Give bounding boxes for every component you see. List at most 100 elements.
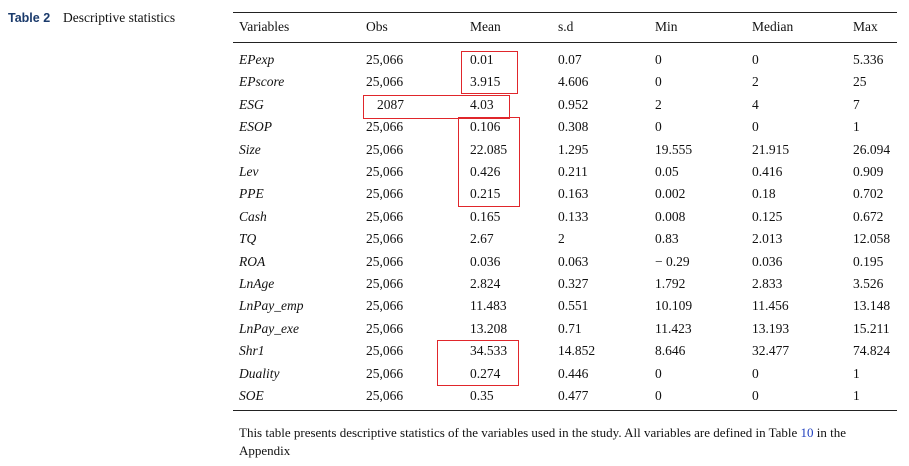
cell-value: 19.555	[655, 141, 693, 157]
variable-name: SOE	[239, 388, 264, 403]
cell-value: 0.211	[558, 164, 588, 179]
cell-value: 2.824	[470, 276, 501, 291]
cell-value: 11.483	[470, 298, 507, 314]
cell-value: 0.07	[558, 52, 582, 67]
cell-value: 7	[853, 96, 860, 112]
cell-value: 15.211	[853, 320, 890, 336]
cell-value: 2.013	[752, 231, 783, 247]
cell-value: 0.702	[853, 186, 884, 202]
cell-value: 2087	[377, 96, 404, 112]
variable-name: ROA	[239, 253, 266, 269]
column-header: Min	[655, 19, 678, 34]
cell-value: 3.915	[470, 74, 501, 90]
cell-value: 3.526	[853, 276, 884, 291]
top-rule	[233, 12, 897, 13]
highlight-box	[461, 51, 518, 94]
cell-value: 0.133	[558, 208, 589, 224]
note-text: in the Appendix	[239, 425, 847, 458]
cell-value: 0	[752, 119, 759, 135]
table-link[interactable]: 10	[800, 425, 814, 440]
table-note: This table presents descriptive statisti…	[239, 424, 899, 460]
cell-value: 0.05	[655, 164, 679, 179]
cell-value: 0	[655, 388, 662, 403]
cell-value: 0.215	[470, 186, 501, 202]
cell-value: 0.106	[470, 119, 501, 135]
variable-name: ESG	[239, 96, 264, 112]
cell-value: 25,066	[366, 52, 404, 67]
cell-value: 2	[558, 231, 565, 247]
cell-value: 25,066	[366, 298, 404, 314]
variable-name: Duality	[239, 365, 280, 381]
cell-value: 25,066	[366, 365, 404, 381]
cell-value: 1.295	[558, 141, 589, 157]
cell-value: 25,066	[366, 388, 404, 403]
cell-value: 0.125	[752, 208, 783, 224]
cell-value: 0.551	[558, 298, 589, 314]
header-rule	[233, 42, 897, 43]
cell-value: 0.426	[470, 164, 501, 179]
cell-value: 25,066	[366, 141, 404, 157]
cell-value: 14.852	[558, 343, 596, 359]
cell-value: 22.085	[470, 141, 508, 157]
cell-value: 0	[655, 52, 662, 67]
cell-value: 0	[655, 74, 662, 90]
cell-value: 1.792	[655, 276, 686, 291]
cell-value: 0	[752, 52, 759, 67]
cell-value: 0.308	[558, 119, 589, 135]
column-header: s.d	[558, 19, 574, 34]
cell-value: 2.833	[752, 276, 783, 291]
cell-value: 0.35	[470, 388, 494, 403]
cell-value: 25,066	[366, 253, 404, 269]
variable-name: ESOP	[239, 119, 272, 135]
cell-value: 0.195	[853, 253, 884, 269]
variable-name: Cash	[239, 208, 267, 224]
cell-value: 0.416	[752, 164, 783, 179]
cell-value: 0	[655, 119, 662, 135]
cell-value: 0.036	[470, 253, 501, 269]
variable-name: LnAge	[239, 276, 275, 291]
cell-value: 1	[853, 119, 860, 135]
variable-name: EPscore	[239, 74, 285, 90]
cell-value: 0.71	[558, 320, 582, 336]
cell-value: 13.208	[470, 320, 508, 336]
column-header: Max	[853, 19, 878, 34]
cell-value: 25,066	[366, 320, 404, 336]
variable-name: Lev	[239, 164, 259, 179]
variable-name: Size	[239, 141, 261, 157]
cell-value: 0.165	[470, 208, 501, 224]
cell-value: 0.477	[558, 388, 589, 403]
cell-value: 8.646	[655, 343, 686, 359]
cell-value: 5.336	[853, 52, 884, 67]
cell-value: 25	[853, 74, 867, 90]
cell-value: 25,066	[366, 74, 404, 90]
cell-value: 0.163	[558, 186, 589, 202]
cell-value: − 0.29	[655, 253, 690, 269]
cell-value: 25,066	[366, 119, 404, 135]
cell-value: 0.002	[655, 186, 686, 202]
cell-value: 74.824	[853, 343, 891, 359]
column-header: Median	[752, 19, 794, 34]
variable-name: TQ	[239, 231, 257, 247]
cell-value: 0.446	[558, 365, 589, 381]
cell-value: 2.67	[470, 231, 494, 247]
column-header: Mean	[470, 19, 501, 34]
cell-value: 25,066	[366, 343, 404, 359]
cell-value: 21.915	[752, 141, 790, 157]
cell-value: 0.063	[558, 253, 589, 269]
column-header: Obs	[366, 19, 388, 34]
cell-value: 2	[655, 96, 662, 112]
cell-value: 0.01	[470, 52, 494, 67]
cell-value: 0.952	[558, 96, 589, 112]
cell-value: 0.327	[558, 276, 589, 291]
variable-name: LnPay_emp	[239, 298, 304, 314]
cell-value: 25,066	[366, 231, 404, 247]
cell-value: 4.03	[470, 96, 494, 112]
highlight-box	[437, 340, 519, 386]
cell-value: 26.094	[853, 141, 891, 157]
cell-value: 0	[752, 388, 759, 403]
cell-value: 13.193	[752, 320, 790, 336]
cell-value: 0	[752, 365, 759, 381]
cell-value: 1	[853, 365, 860, 381]
caption-label: Table 2	[8, 11, 51, 25]
